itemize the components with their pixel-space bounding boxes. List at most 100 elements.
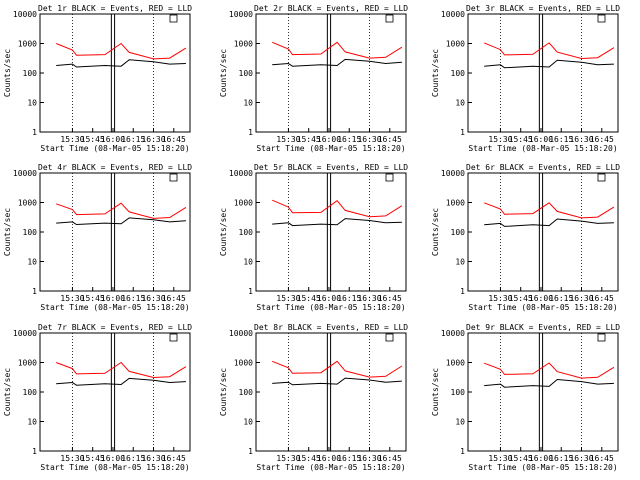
y-tick-label: 1 [248,128,253,137]
x-axis-label: Start Time (08-Mar-05 15:18:20) [468,463,617,472]
lld-series-line [56,42,187,60]
y-tick-label: 100 [239,228,254,237]
chart-panel: Det 7r BLACK = Events, RED = LLD 1 10 100 10… [3,323,192,472]
chart-panel: Det 2r BLACK = Events, RED = LLD 1 10 100 10… [219,4,408,153]
events-series-line [272,377,402,386]
y-tick-label: 10000 [229,329,253,338]
y-tick-label: 10000 [13,329,37,338]
x-tick-label: 16:30 [569,135,593,144]
chart-panel: Det 4r BLACK = Events, RED = LLD 1 10 100 10… [3,163,192,312]
y-axis-label: Counts/sec [3,49,12,97]
y-tick-label: 10 [455,258,465,267]
chart-title: Det 4r BLACK = Events, RED = LLD [38,163,192,172]
y-tick-label: 100 [451,69,466,78]
x-tick-label: 16:30 [569,294,593,303]
x-tick-label: 15:45 [509,294,533,303]
x-tick-label: 16:45 [590,294,614,303]
y-tick-label: 10 [27,258,37,267]
x-axis-label: Start Time (08-Mar-05 15:18:20) [40,144,189,153]
x-tick-label: 15:30 [60,294,84,303]
lld-series-line [272,199,403,218]
x-tick-label: 16:45 [162,135,186,144]
x-tick-label: 16:30 [569,454,593,463]
y-tick-label: 1 [460,447,465,456]
y-tick-label: 1000 [446,359,465,368]
x-tick-label: 16:15 [337,135,361,144]
y-tick-label: 1000 [18,359,37,368]
legend-box [597,173,606,182]
chart-panel: Det 5r BLACK = Events, RED = LLD 1 10 100 10… [219,163,408,312]
x-tick-label: 15:45 [81,294,105,303]
x-tick-label: 16:00 [317,135,341,144]
x-tick-label: 16:00 [101,294,125,303]
legend-box [597,333,606,342]
lld-series-line [272,41,403,59]
x-tick-label: 15:45 [81,454,105,463]
events-series-line [272,58,402,67]
x-tick-label: 16:30 [357,135,381,144]
x-tick-label: 16:00 [101,454,125,463]
x-tick-label: 15:45 [297,135,321,144]
x-axis-label: Start Time (08-Mar-05 15:18:20) [40,463,189,472]
x-tick-label: 15:30 [60,135,84,144]
y-tick-label: 100 [23,228,38,237]
x-tick-label: 16:00 [317,294,341,303]
chart-title: Det 2r BLACK = Events, RED = LLD [254,4,408,13]
y-axis-label: Counts/sec [219,49,228,97]
legend-box [385,333,394,342]
x-tick-label: 16:30 [141,135,165,144]
chart-panel: Det 8r BLACK = Events, RED = LLD 1 10 100 10… [219,323,408,472]
y-tick-label: 1 [248,287,253,296]
x-tick-label: 15:30 [276,294,300,303]
y-tick-label: 10 [243,418,253,427]
events-series-line [272,218,402,227]
chart-panel: Det 3r BLACK = Events, RED = LLD 1 10 100 10… [431,4,620,153]
legend-box [169,333,178,342]
x-tick-label: 16:15 [549,454,573,463]
x-tick-label: 16:15 [337,454,361,463]
chart-panel: Det 9r BLACK = Events, RED = LLD 1 10 100 10… [431,323,620,472]
x-tick-label: 16:00 [529,454,553,463]
chart-title: Det 5r BLACK = Events, RED = LLD [254,163,408,172]
x-tick-label: 16:15 [337,294,361,303]
y-tick-label: 100 [239,388,254,397]
y-tick-label: 10 [243,99,253,108]
y-tick-label: 10 [243,258,253,267]
x-tick-label: 16:15 [549,294,573,303]
y-tick-label: 10 [455,418,465,427]
x-tick-label: 16:15 [121,454,145,463]
y-tick-label: 1000 [446,199,465,208]
lld-series-line [484,42,615,60]
y-tick-label: 10000 [13,10,37,19]
legend-box [169,14,178,23]
y-axis-label: Counts/sec [3,368,12,416]
x-tick-label: 16:45 [162,294,186,303]
chart-title: Det 6r BLACK = Events, RED = LLD [466,163,620,172]
y-tick-label: 1000 [234,359,253,368]
x-tick-label: 16:30 [357,294,381,303]
x-tick-label: 16:45 [162,454,186,463]
y-axis-label: Counts/sec [431,49,440,97]
events-series-line [484,218,614,227]
y-tick-label: 10000 [13,169,37,178]
x-tick-label: 15:45 [297,294,321,303]
y-tick-label: 10000 [229,169,253,178]
lld-series-line [484,362,615,379]
y-tick-label: 1 [32,447,37,456]
y-tick-label: 10000 [229,10,253,19]
x-tick-label: 16:45 [378,294,402,303]
y-tick-label: 1000 [18,40,37,49]
y-tick-label: 10 [27,418,37,427]
chart-title: Det 3r BLACK = Events, RED = LLD [466,4,620,13]
chart-panel: Det 1r BLACK = Events, RED = LLD 1 10 100 10… [3,4,192,153]
y-tick-label: 100 [451,228,466,237]
x-axis-label: Start Time (08-Mar-05 15:18:20) [468,303,617,312]
y-tick-label: 100 [23,69,38,78]
y-axis-label: Counts/sec [219,368,228,416]
x-tick-label: 15:30 [276,135,300,144]
events-series-line [56,377,186,386]
x-tick-label: 16:00 [529,135,553,144]
chart-title: Det 7r BLACK = Events, RED = LLD [38,323,192,332]
chart-title: Det 9r BLACK = Events, RED = LLD [466,323,620,332]
